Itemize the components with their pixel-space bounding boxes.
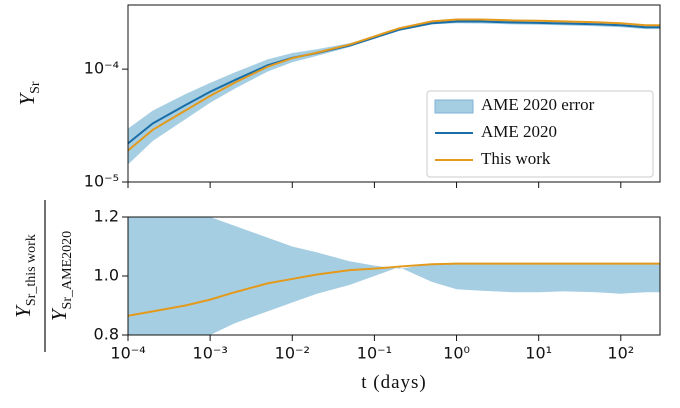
legend-box: [426, 90, 654, 178]
y-tick-label: 1.0: [94, 266, 119, 285]
error-band: [128, 217, 660, 335]
x-tick-label: 10⁻³: [193, 344, 228, 363]
x-tick-label: 10²: [607, 344, 634, 363]
y-axis-label: YSr_this work: [11, 234, 39, 318]
line: [128, 20, 660, 145]
legend-label: AME 2020 error: [481, 95, 595, 114]
axes-frame: [127, 4, 661, 183]
y-tick-label: 1.2: [94, 207, 119, 226]
y-label-sub: Sr: [28, 81, 43, 94]
y-label-sub: Sr_this work: [24, 234, 39, 306]
plot-area: [128, 18, 660, 165]
x-axis-label: t (days): [361, 372, 427, 393]
x-tick-label: 10⁰: [443, 344, 470, 363]
line: [128, 262, 660, 317]
y-label-main: Y: [15, 92, 39, 106]
x-tick-label: 10⁻⁴: [110, 344, 145, 363]
y-axis-label: YSr_AME2020: [47, 231, 75, 321]
line: [128, 18, 660, 152]
legend-label: AME 2020: [481, 122, 557, 141]
y-label-sub: Sr_AME2020: [60, 231, 75, 310]
y-label-main: Y: [47, 307, 71, 321]
y-axis-label: YSr: [15, 81, 43, 105]
y-label-main: Y: [11, 304, 35, 318]
x-tick-label: 10¹: [525, 344, 552, 363]
y-tick-label: 10⁻⁴: [84, 59, 119, 78]
legend-label: This work: [481, 149, 551, 168]
plot-area: [128, 217, 660, 335]
legend-swatch: [434, 99, 474, 114]
y-tick-label: 0.8: [94, 325, 119, 344]
y-tick-label: 10⁻⁵: [84, 172, 119, 191]
x-tick-label: 10⁻¹: [357, 344, 392, 363]
x-tick-label: 10⁻²: [275, 344, 310, 363]
